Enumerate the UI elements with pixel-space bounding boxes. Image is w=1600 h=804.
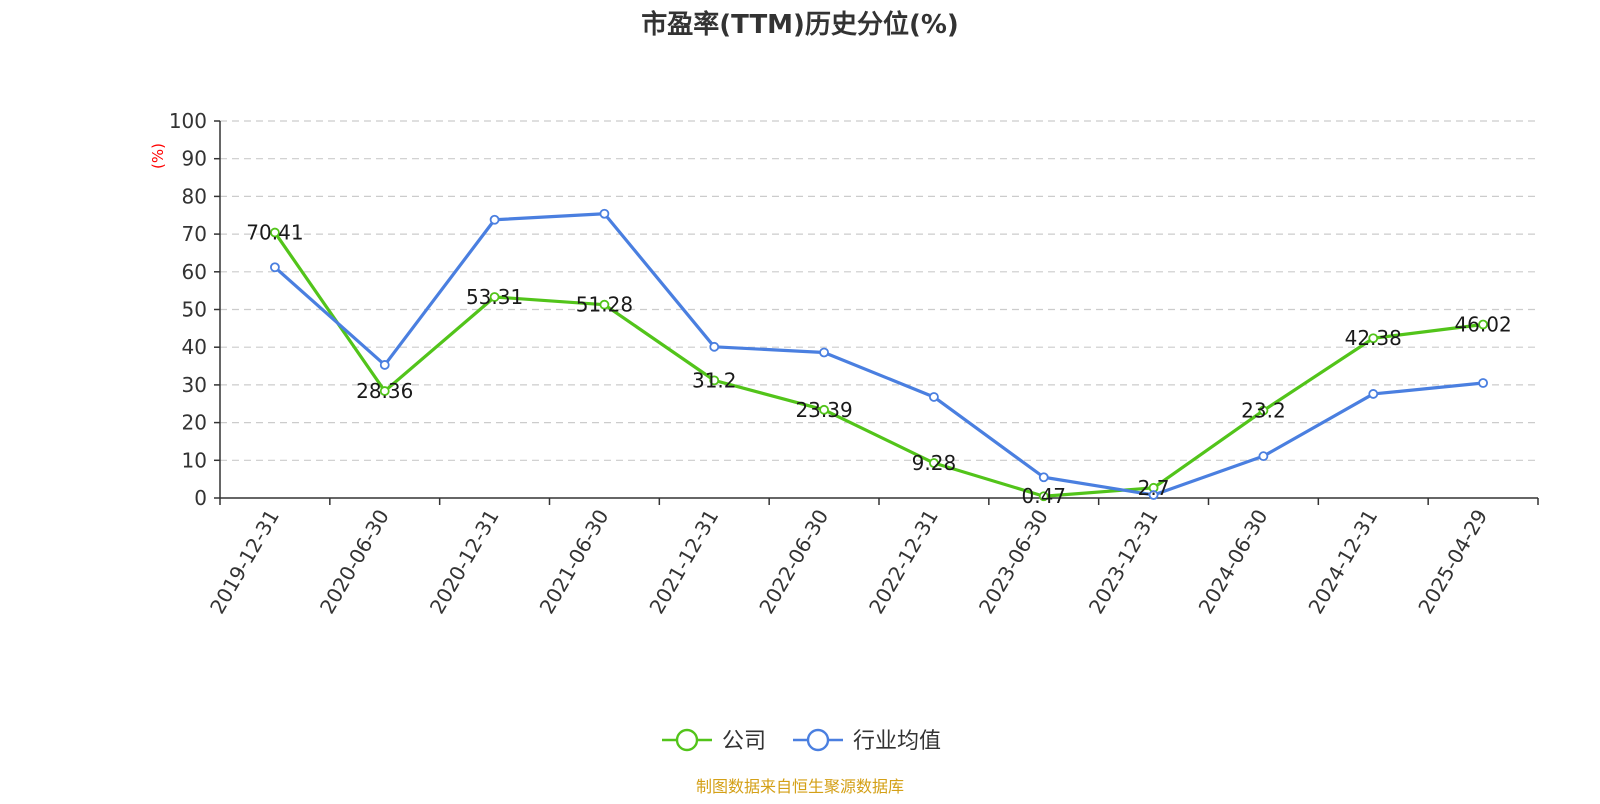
data-label: 53.31 [466, 285, 523, 309]
series-line-company [273, 231, 1484, 498]
chart-title: 市盈率(TTM)历史分位(%) [641, 9, 959, 40]
y-tick-label: 20 [182, 411, 207, 435]
y-tick-label: 80 [182, 184, 207, 208]
data-label: 9.28 [912, 451, 957, 475]
data-label: 42.38 [1345, 326, 1402, 350]
data-point [1258, 451, 1269, 462]
data-label: 2.7 [1138, 476, 1170, 500]
data-point [489, 214, 500, 225]
x-tick-label: 2019-12-31 [205, 505, 284, 618]
data-point [819, 404, 829, 415]
data-label: 70.41 [246, 221, 303, 245]
grid-lines [220, 120, 1538, 461]
y-axis-label: (%) [149, 143, 167, 169]
data-label: 23.2 [1241, 399, 1286, 423]
data-point [1148, 490, 1159, 500]
x-tick-label: 2020-06-30 [315, 505, 394, 618]
data-point [1478, 378, 1488, 388]
y-tick-label: 40 [182, 335, 207, 359]
data-label: 28.36 [356, 379, 413, 403]
legend-label: 行业均值 [853, 729, 941, 754]
data-label: 23.39 [795, 398, 852, 422]
data-point [270, 262, 280, 273]
x-tick-label: 2022-06-30 [754, 505, 833, 618]
legend-swatch-marker [675, 728, 699, 752]
y-tick-label: 50 [182, 298, 207, 322]
x-tick-label: 2021-12-31 [644, 505, 723, 618]
data-point [929, 392, 939, 402]
data-label: 51.28 [576, 293, 633, 317]
y-tick-label: 70 [182, 222, 207, 246]
x-tick-label: 2020-12-31 [425, 505, 504, 618]
y-tick-label: 60 [182, 260, 207, 284]
data-point [1258, 405, 1269, 416]
y-tick-label: 90 [182, 147, 207, 171]
data-point [270, 227, 280, 238]
y-tick-label: 30 [182, 373, 207, 397]
data-point [709, 341, 720, 352]
data-point [709, 375, 720, 386]
data-label: 0.47 [1021, 484, 1066, 508]
x-tick-label: 2021-06-30 [535, 505, 614, 618]
x-tick-label: 2022-12-31 [864, 505, 943, 618]
data-point [379, 386, 390, 396]
data-point [1478, 319, 1488, 330]
y-tick-label: 10 [182, 448, 207, 472]
series-line-industry [273, 212, 1484, 497]
x-tick-label: 2025-04-29 [1413, 505, 1492, 618]
legend-label: 公司 [722, 729, 766, 754]
x-tick-label: 2024-06-30 [1194, 505, 1273, 618]
y-tick-label: 0 [194, 486, 207, 510]
data-point [819, 347, 829, 358]
legend-swatch-marker [806, 728, 830, 752]
data-point [1368, 389, 1379, 399]
x-tick-label: 2024-12-31 [1303, 505, 1382, 618]
data-point [929, 458, 939, 468]
data-labels: 70.41 28.36 53.31 51.28 31.2 23.39 9.28 0.47 2.7… [246, 221, 1511, 509]
source-note: 制图数据来自恒生聚源数据库 [696, 777, 904, 796]
data-label: 46.02 [1454, 313, 1511, 337]
x-tick-label: 2023-12-31 [1084, 505, 1163, 618]
data-point [1368, 333, 1379, 344]
data-point [489, 292, 500, 302]
x-tick-label: 2023-06-30 [974, 505, 1053, 618]
y-tick-label: 100 [169, 109, 207, 133]
data-label: 31.2 [692, 368, 737, 392]
data-point [1038, 491, 1049, 502]
data-point [599, 299, 610, 310]
data-point [599, 208, 610, 219]
axes: 0 10 20 30 40 50 60 70 80 90 100(%) 2019-12-31 2020-… [149, 109, 1539, 618]
legend: 公司 行业均值 [662, 728, 941, 754]
data-point [379, 360, 390, 370]
series-lines [270, 208, 1488, 502]
data-point [1038, 472, 1049, 483]
